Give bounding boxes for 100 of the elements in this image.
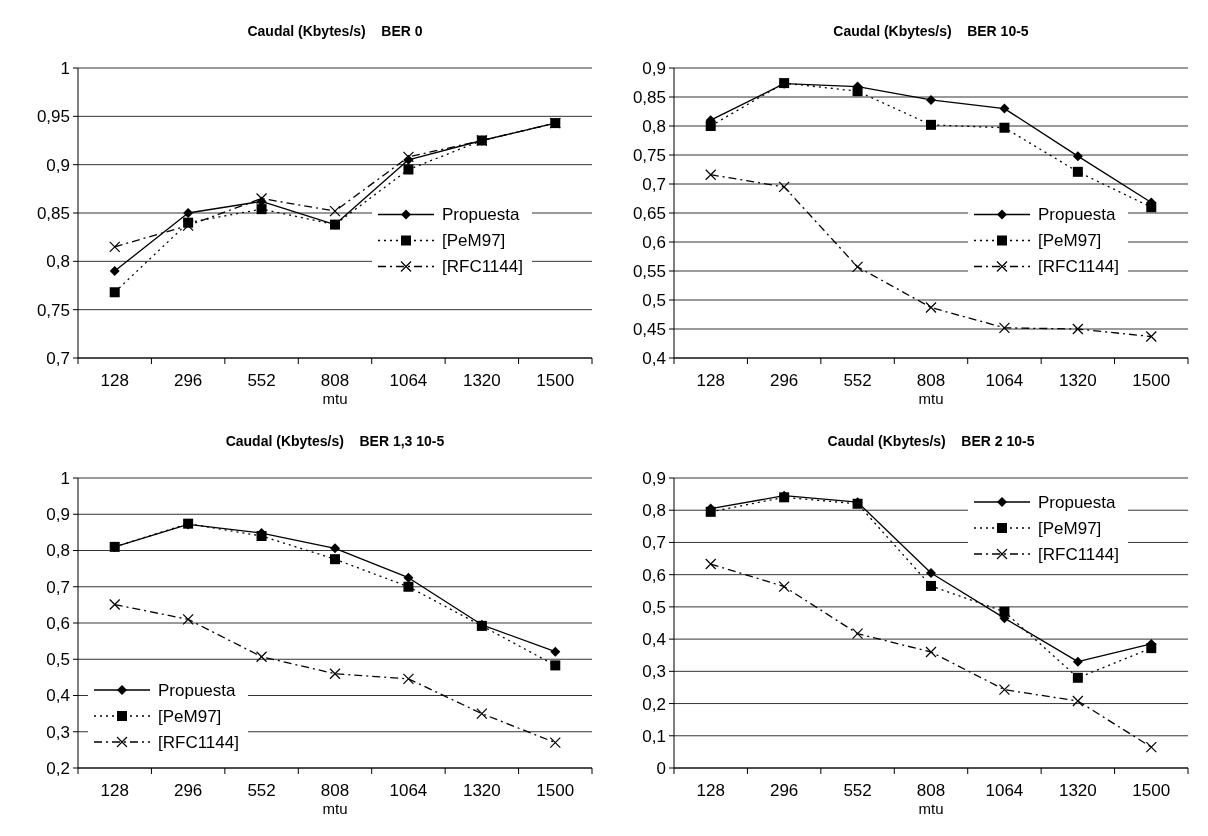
chart-title: Caudal (Kbytes/s) BER 2 10-5 — [827, 433, 1035, 449]
x-tick-label: 1500 — [1132, 371, 1171, 390]
y-tick-label: 0,7 — [642, 174, 666, 194]
y-tick-label: 0,45 — [632, 319, 666, 339]
point — [926, 568, 936, 579]
y-tick-label: 0,9 — [642, 468, 666, 488]
chart-title: Caudal (Kbytes/s) BER 1,3 10-5 — [225, 433, 445, 449]
point — [705, 169, 717, 181]
y-tick-label: 0,2 — [46, 758, 70, 778]
x-tick-label: 552 — [843, 371, 872, 390]
y-tick-label: 0,4 — [46, 686, 70, 706]
x-tick-label: 128 — [100, 371, 129, 390]
x-tick-label: 552 — [843, 781, 872, 800]
point — [852, 86, 863, 97]
y-tick-label: 0,8 — [642, 501, 666, 521]
x-tick-label: 296 — [769, 781, 799, 800]
legend-label: Propuesta — [1038, 205, 1117, 225]
x-tick-label: 808 — [916, 371, 946, 390]
point — [109, 598, 121, 611]
y-tick-label: 0,75 — [632, 145, 666, 165]
x-tick-label: 1320 — [462, 781, 501, 800]
y-tick-label: 0,9 — [642, 58, 666, 78]
y-tick-label: 0,85 — [632, 87, 666, 107]
point — [778, 580, 790, 593]
point — [925, 646, 937, 658]
y-tick-label: 0,4 — [642, 348, 666, 368]
point — [255, 192, 268, 205]
y-tick-label: 0,8 — [46, 252, 70, 272]
point — [1072, 695, 1084, 707]
point — [926, 94, 936, 105]
x-tick-label: 1500 — [536, 371, 575, 390]
x-tick-label: 1064 — [985, 371, 1024, 390]
point — [182, 613, 194, 625]
y-tick-label: 0,6 — [642, 232, 666, 252]
y-tick-label: 0,75 — [36, 300, 70, 320]
legend-label: [PeM97] — [1038, 518, 1102, 538]
point — [402, 673, 415, 685]
y-tick-label: 1 — [60, 468, 70, 488]
point — [1145, 741, 1157, 753]
legend-label: [RFC1144] — [1038, 257, 1119, 277]
y-tick-label: 0,5 — [46, 650, 70, 670]
point — [998, 684, 1011, 696]
y-tick-label: 0,7 — [46, 348, 70, 368]
point — [999, 103, 1010, 114]
chart-title: Caudal (Kbytes/s) BER 10-5 — [833, 23, 1029, 39]
point — [705, 558, 717, 570]
legend-label: [PeM97] — [442, 231, 506, 251]
x-axis-title: mtu — [322, 800, 348, 817]
x-axis-title: mtu — [918, 390, 944, 407]
x-axis-title: mtu — [322, 390, 348, 407]
y-tick-label: 0,7 — [642, 533, 666, 553]
point — [851, 628, 864, 640]
point — [109, 266, 120, 276]
x-tick-label: 1500 — [1132, 781, 1171, 800]
y-tick-label: 0,5 — [642, 290, 666, 310]
y-tick-label: 0,8 — [46, 541, 70, 561]
y-tick-label: 0,65 — [632, 203, 666, 223]
x-tick-label: 296 — [769, 371, 799, 390]
y-tick-label: 0,3 — [642, 662, 666, 682]
y-tick-label: 0,9 — [46, 505, 70, 525]
point — [926, 580, 936, 591]
point — [1072, 166, 1083, 177]
point — [1072, 672, 1083, 683]
point — [1146, 643, 1157, 654]
x-tick-label: 128 — [696, 781, 725, 800]
x-tick-label: 1064 — [389, 371, 428, 390]
x-tick-label: 1320 — [462, 371, 501, 390]
point — [999, 606, 1010, 617]
y-tick-label: 0,4 — [642, 630, 666, 650]
point — [851, 261, 864, 273]
point — [182, 219, 194, 232]
x-axis-title: mtu — [918, 800, 944, 817]
x-tick-label: 128 — [696, 371, 725, 390]
legend-label: Propuesta — [158, 680, 237, 700]
x-tick-label: 1320 — [1058, 781, 1097, 800]
x-tick-label: 296 — [173, 371, 203, 390]
point — [925, 301, 937, 314]
y-tick-label: 0,6 — [642, 565, 666, 585]
y-tick-label: 0,1 — [642, 726, 666, 746]
y-tick-label: 0 — [656, 758, 666, 778]
x-tick-label: 808 — [916, 781, 946, 800]
point — [329, 668, 341, 680]
legend-label: [RFC1144] — [1038, 544, 1119, 564]
y-tick-label: 0,8 — [642, 116, 666, 136]
legend-label: [PeM97] — [158, 706, 222, 726]
x-tick-label: 1064 — [985, 781, 1024, 800]
point — [778, 181, 790, 193]
point — [403, 581, 414, 592]
y-tick-label: 0,6 — [46, 613, 70, 633]
point — [109, 287, 120, 298]
x-tick-label: 296 — [173, 781, 203, 800]
x-tick-label: 552 — [247, 781, 276, 800]
y-tick-label: 0,5 — [642, 597, 666, 617]
point — [403, 572, 414, 583]
y-tick-label: 0,2 — [642, 694, 666, 714]
x-tick-label: 1500 — [536, 781, 575, 800]
x-tick-label: 128 — [100, 781, 129, 800]
legend-label: [PeM97] — [1038, 231, 1102, 251]
chart-title: Caudal (Kbytes/s) BER 0 — [247, 23, 423, 39]
point — [329, 205, 341, 217]
